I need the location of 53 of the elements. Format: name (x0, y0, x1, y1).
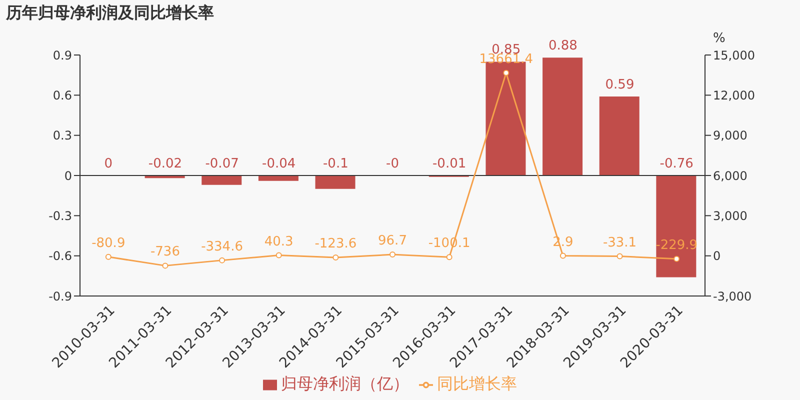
data-label: 0.59 (605, 78, 634, 93)
bar (486, 62, 526, 176)
y2-tick-label: 12,000 (713, 88, 755, 102)
bar (599, 96, 640, 176)
point (332, 254, 339, 260)
y-tick-label: 0 (64, 168, 72, 183)
data-label: -334.6 (201, 239, 244, 254)
y2-tick-label: 15,000 (713, 48, 755, 62)
data-label: -0.01 (432, 156, 466, 172)
chart-title: 历年归母净利润及同比增长率 (6, 3, 214, 24)
y2-tick-label: -3,000 (713, 289, 752, 304)
legend-label: 同比增长率 (437, 374, 517, 393)
y-tick-label: 0.3 (52, 128, 72, 143)
point (390, 252, 396, 258)
data-label: 40.3 (264, 234, 294, 250)
y-tick-label: -0.3 (48, 208, 72, 223)
data-label: -0.02 (148, 156, 182, 172)
point (560, 252, 566, 259)
y2-tick-label: 3,000 (713, 208, 748, 223)
data-label: 96.7 (378, 234, 407, 249)
point (616, 253, 623, 260)
data-label: -0.76 (660, 156, 694, 172)
data-label: -80.9 (92, 236, 126, 251)
data-label: -0.07 (205, 156, 239, 172)
data-label: -736 (150, 244, 180, 260)
y2-tick-label: 6,000 (713, 168, 748, 183)
bar (542, 58, 583, 176)
data-label: -0 (386, 156, 399, 172)
point (276, 252, 282, 258)
y-tick-label: -0.6 (48, 249, 72, 264)
y2-axis-title: % (713, 31, 726, 46)
data-label: -0.04 (262, 156, 296, 172)
y2-tick-label: 9,000 (713, 128, 748, 143)
data-label: 0.88 (548, 38, 578, 54)
point (219, 257, 226, 264)
bar (202, 176, 242, 185)
y-tick-label: 0.6 (52, 88, 72, 102)
bar (656, 176, 696, 278)
data-label: -0.1 (322, 156, 348, 172)
point (105, 254, 112, 260)
point (446, 254, 452, 260)
data-label: -33.1 (602, 235, 637, 250)
legend-label: 归母净利润（亿） (281, 374, 409, 393)
data-label: 0 (104, 156, 113, 172)
point (503, 70, 510, 76)
y-tick-label: -0.9 (48, 289, 72, 304)
data-label: -123.6 (314, 236, 357, 252)
bar (315, 176, 356, 189)
point (162, 262, 168, 269)
y2-tick-label: 0 (713, 249, 721, 264)
bar (258, 176, 298, 181)
point (674, 256, 680, 262)
y-tick-label: 0.9 (52, 48, 72, 62)
